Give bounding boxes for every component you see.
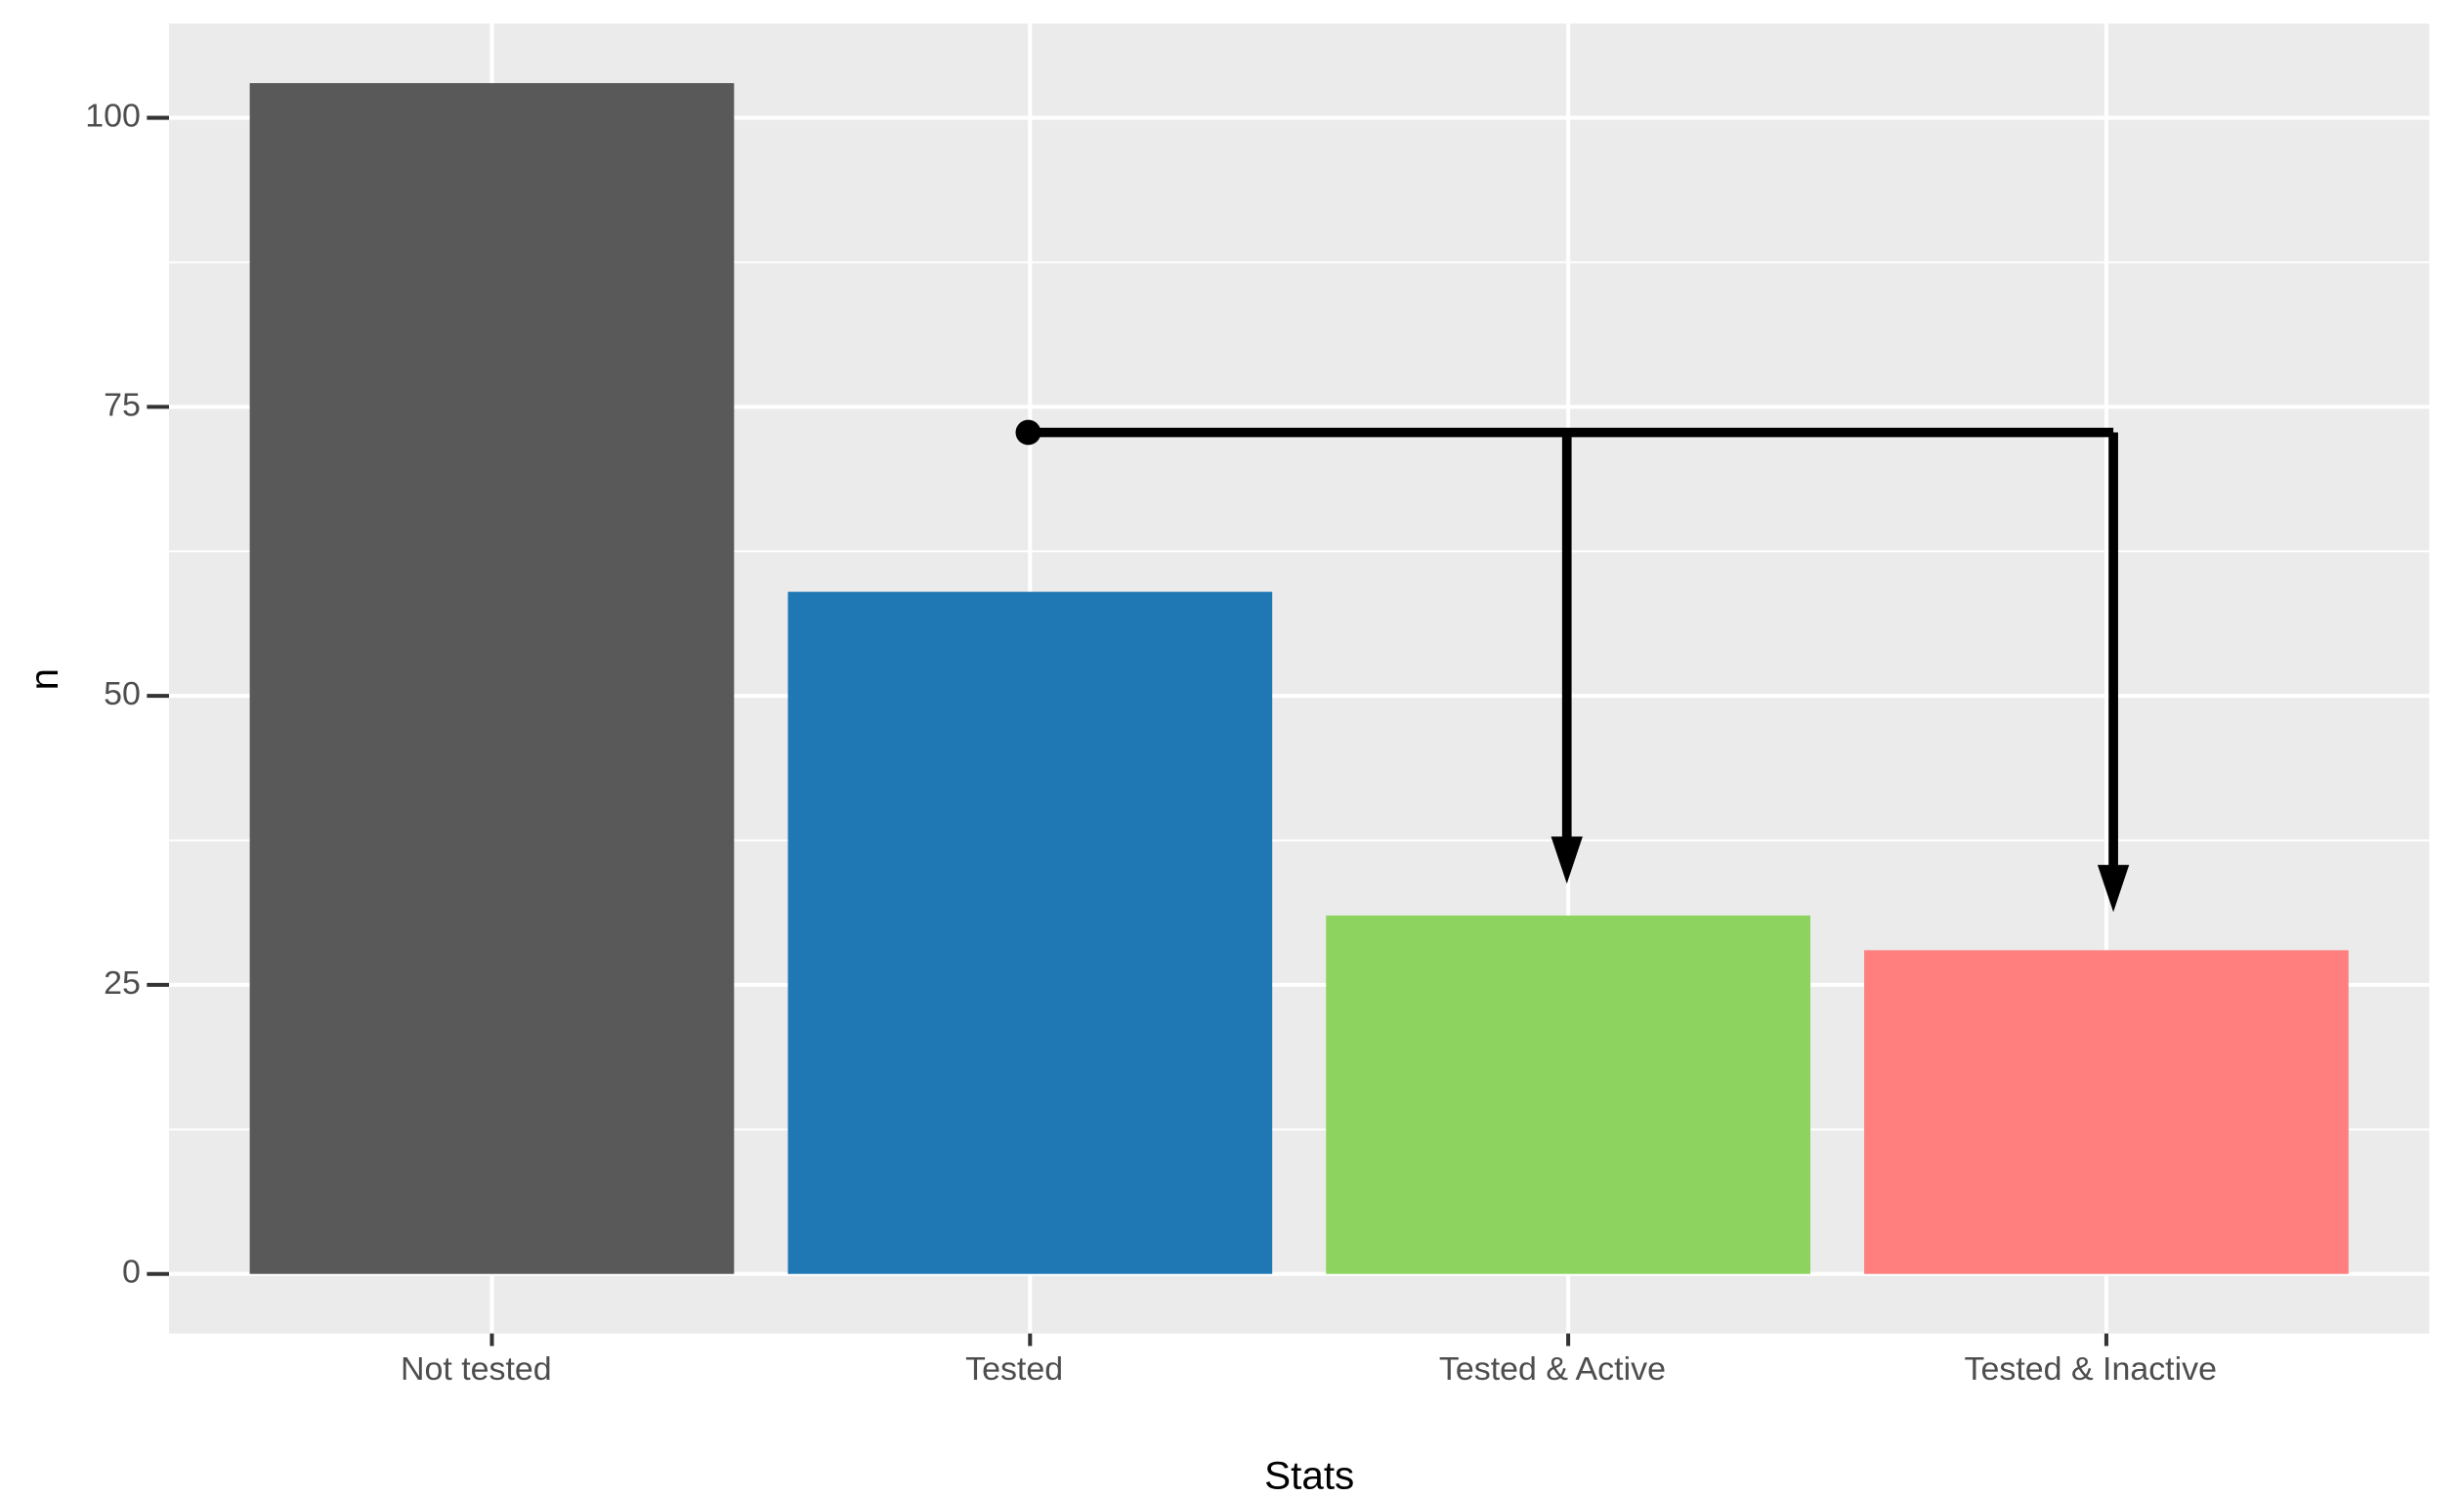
bars <box>249 83 2349 1274</box>
bar <box>1864 950 2349 1274</box>
arrow-origin <box>1015 419 1041 446</box>
x-tick-label: Tested & Inactive <box>1965 1350 2217 1388</box>
x-tick-label: Tested <box>965 1350 1063 1388</box>
y-tick-label: 75 <box>104 386 141 423</box>
y-axis-title: n <box>21 668 66 690</box>
bar <box>787 591 1273 1274</box>
annotation-arrows <box>1015 419 2130 913</box>
y-tick-label: 50 <box>104 675 141 712</box>
arrow-head <box>2097 865 2130 913</box>
x-tick-label: Tested & Active <box>1439 1350 1666 1388</box>
y-tick-label: 25 <box>104 964 141 1002</box>
x-tick-label: Not tested <box>401 1350 552 1388</box>
bar <box>249 83 735 1274</box>
arrow-head <box>1551 836 1583 884</box>
x-axis-title: Stats <box>1264 1452 1354 1497</box>
y-tick-label: 100 <box>85 98 141 135</box>
y-tick-label: 0 <box>122 1254 141 1291</box>
bar <box>1326 915 1810 1274</box>
